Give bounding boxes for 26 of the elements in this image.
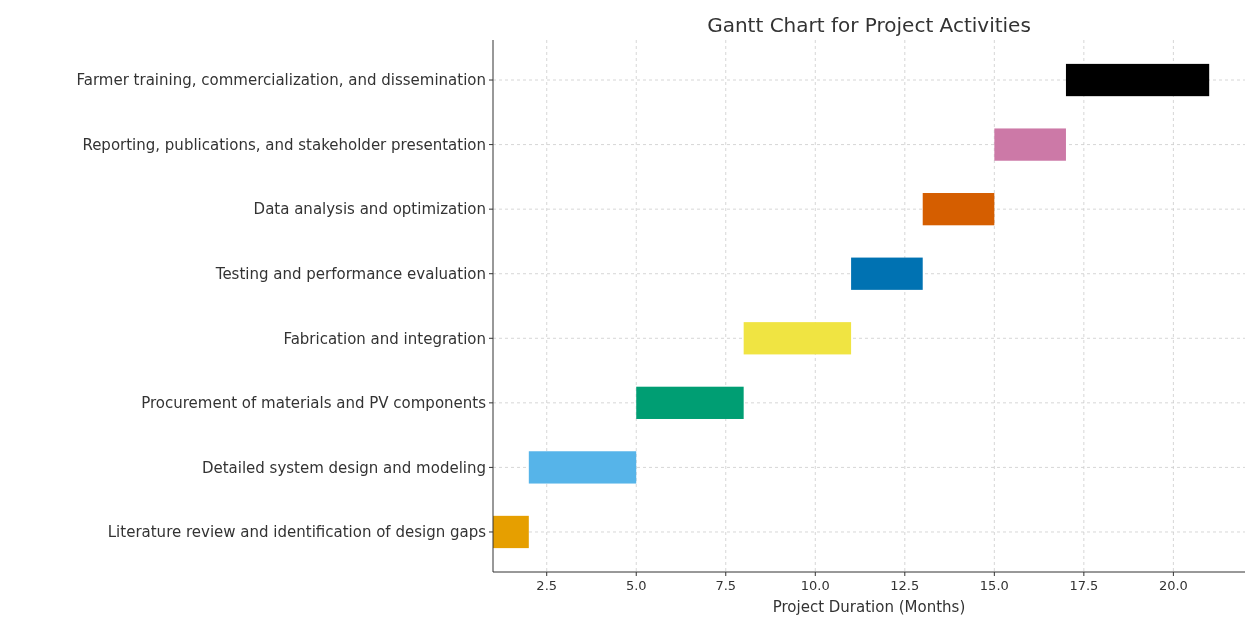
- bar: [1065, 63, 1210, 97]
- x-tick-label: 20.0: [1158, 578, 1188, 593]
- chart-title: Gantt Chart for Project Activities: [707, 13, 1031, 37]
- y-tick-label: Fabrication and integration: [283, 329, 486, 348]
- bar: [493, 515, 529, 549]
- x-axis-title: Project Duration (Months): [772, 598, 966, 616]
- bar: [994, 128, 1066, 161]
- bar: [528, 451, 637, 484]
- x-tick-label: 10.0: [800, 578, 830, 593]
- bar: [851, 257, 923, 290]
- x-tick-label: 15.0: [979, 578, 1009, 593]
- x-tick-label: 2.5: [536, 578, 558, 593]
- y-tick-label: Reporting, publications, and stakeholder presentation: [82, 135, 486, 154]
- y-tick-label: Literature review and identification of design gaps: [107, 523, 487, 542]
- bar: [636, 386, 744, 419]
- x-tick-label: 7.5: [715, 578, 737, 593]
- x-tick-label: 17.5: [1069, 578, 1099, 593]
- bar: [922, 193, 995, 226]
- y-tick-label: Testing and performance evaluation: [214, 264, 486, 283]
- y-tick-label: Procurement of materials and PV components: [141, 394, 487, 413]
- x-tick-label: 12.5: [890, 578, 920, 593]
- y-tick-label: Data analysis and optimization: [253, 200, 486, 219]
- x-tick-label: 5.0: [625, 578, 647, 593]
- y-tick-label: Farmer training, commercialization, and dissemination: [76, 71, 486, 90]
- y-tick-label: Detailed system design and modeling: [201, 458, 486, 477]
- bar: [743, 322, 852, 355]
